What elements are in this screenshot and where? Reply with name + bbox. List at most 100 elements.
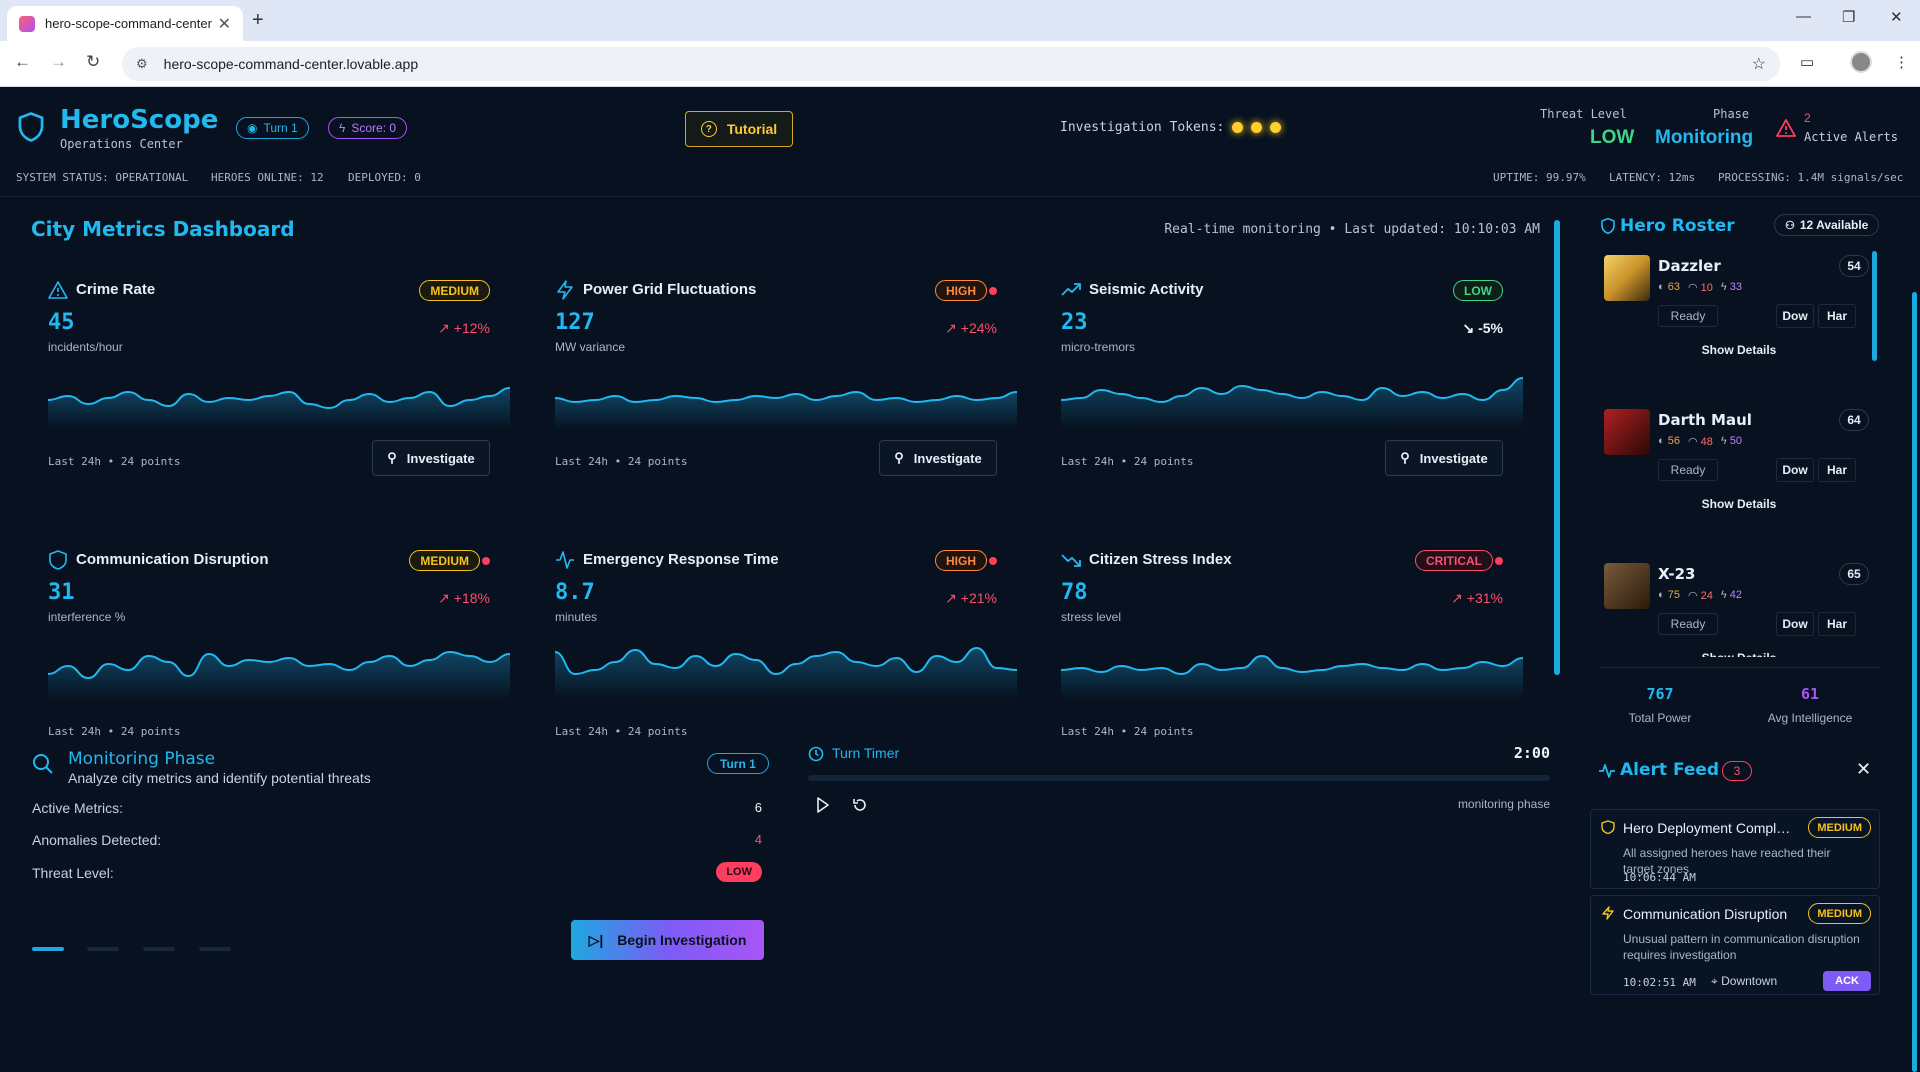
tab-title: hero-scope-command-center	[45, 16, 212, 31]
metric-value: 127	[555, 310, 595, 335]
metric-title: Citizen Stress Index	[1089, 551, 1232, 568]
metric-sparkline	[1061, 377, 1523, 430]
metric-footer: Last 24h • 24 points	[555, 725, 688, 738]
roster-scrollbar[interactable]	[1872, 251, 1877, 361]
hero-level: 64	[1839, 409, 1869, 431]
bookmark-star-icon[interactable]: ☆	[1751, 56, 1766, 73]
hero-stat-3: ϟ 50	[1721, 435, 1742, 448]
shield-logo-icon	[18, 112, 44, 142]
play-icon[interactable]	[816, 797, 830, 813]
deploy-button[interactable]: Dow	[1776, 304, 1814, 328]
close-icon[interactable]: ✕	[1856, 759, 1872, 779]
metric-value: 78	[1061, 580, 1088, 605]
hero-name: Dazzler	[1658, 257, 1721, 275]
harass-button[interactable]: Har	[1818, 612, 1856, 636]
show-details-button[interactable]: Show Details	[1701, 497, 1777, 511]
hero-roster-panel: Hero Roster ⚇ 12 Available Dazzler 54 ◐ …	[1590, 197, 1890, 725]
threat-level-row-label: Threat Level:	[32, 865, 114, 881]
omnibox[interactable]: ⚙ hero-scope-command-center.lovable.app …	[122, 47, 1780, 81]
browser-tab[interactable]: hero-scope-command-center ✕	[7, 6, 243, 41]
back-icon[interactable]: ←	[14, 52, 31, 71]
monitoring-phase-panel: Monitoring Phase Analyze city metrics an…	[0, 737, 780, 1032]
processing: PROCESSING: 1.4M signals/sec	[1718, 171, 1904, 184]
hero-stat-value: 33	[1729, 281, 1743, 293]
investigate-label: Investigate	[406, 450, 475, 466]
page-indicator[interactable]	[87, 947, 119, 951]
reload-icon[interactable]: ↻	[86, 52, 101, 71]
phase-label: Phase	[1713, 107, 1750, 121]
metric-title: Emergency Response Time	[583, 551, 779, 568]
close-window-icon[interactable]: ✕	[1890, 9, 1903, 26]
begin-investigation-button[interactable]: ▷| Begin Investigation	[571, 920, 764, 960]
hero-stat-value: 48	[1700, 436, 1713, 448]
metric-unit: minutes	[555, 610, 598, 624]
profile-avatar[interactable]	[1850, 51, 1872, 73]
menu-icon[interactable]: ⋮	[1894, 54, 1909, 71]
tutorial-button[interactable]: ? Tutorial	[685, 111, 793, 147]
turn-badge: Turn 1	[707, 753, 769, 774]
reset-icon[interactable]	[852, 797, 868, 813]
trending-up-icon: ↗	[945, 590, 957, 606]
harass-button[interactable]: Har	[1818, 458, 1856, 482]
reading-mode-icon[interactable]: ▭	[1800, 54, 1815, 71]
lightning-icon: ϟ	[1720, 281, 1727, 293]
page-scrollbar[interactable]	[1912, 292, 1917, 1072]
uptime: UPTIME: 99.97%	[1493, 171, 1586, 184]
avg-intelligence-value: 61	[1800, 685, 1820, 703]
hero-name: Darth Maul	[1658, 411, 1752, 429]
deploy-button[interactable]: Dow	[1776, 458, 1814, 482]
investigate-button[interactable]: ⚲ Investigate	[879, 440, 997, 476]
tokens-label: Investigation Tokens:	[1060, 120, 1225, 135]
metric-value: 8.7	[555, 580, 595, 605]
sparkline-area	[48, 652, 510, 700]
sparkline-area	[555, 648, 1017, 700]
investigate-button[interactable]: ⚲ Investigate	[372, 440, 490, 476]
avg-intelligence: 61 Avg Intelligence	[1740, 685, 1880, 725]
page-indicator-active[interactable]	[32, 947, 64, 951]
sparkline-area	[1061, 378, 1523, 430]
metric-value: 31	[48, 580, 75, 605]
page-indicator[interactable]	[199, 947, 231, 951]
warning-icon	[48, 281, 68, 299]
search-icon: ⚲	[894, 450, 904, 465]
scrollbar-thumb[interactable]	[1554, 220, 1560, 675]
sparkline-area	[555, 392, 1017, 430]
sparkline-line	[555, 390, 1017, 404]
trending-up-icon: ↗	[945, 320, 957, 336]
hero-level: 65	[1839, 563, 1869, 585]
alert-triangle-icon	[1776, 119, 1796, 137]
hero-card[interactable]: X-23 65 ◐ 75 ◠ 24 ϟ 42 Ready Dow Har Sho…	[1604, 563, 1874, 657]
hero-card[interactable]: Darth Maul 64 ◐ 56 ◠ 48 ϟ 50 Ready Dow H…	[1604, 409, 1874, 549]
active-metrics-label: Active Metrics:	[32, 800, 124, 816]
show-details-button[interactable]: Show Details	[1701, 343, 1777, 357]
new-tab-icon[interactable]: +	[252, 9, 264, 31]
active-metrics-value: 6	[754, 800, 762, 815]
metric-sparkline	[555, 646, 1017, 700]
harass-button[interactable]: Har	[1818, 304, 1856, 328]
minimize-icon[interactable]: —	[1796, 8, 1811, 25]
alert-item[interactable]: Hero Deployment Complete MEDIUM All assi…	[1590, 809, 1880, 889]
acknowledge-button[interactable]: ACK	[1823, 971, 1871, 991]
page-indicator[interactable]	[143, 947, 175, 951]
roster-title: Hero Roster	[1620, 216, 1735, 236]
metric-title: Communication Disruption	[76, 551, 269, 568]
deploy-button[interactable]: Dow	[1776, 612, 1814, 636]
system-status: SYSTEM STATUS: OPERATIONAL	[16, 171, 189, 184]
alert-location-text: Downtown	[1721, 974, 1778, 988]
site-info-icon[interactable]: ⚙	[136, 56, 148, 71]
forward-icon[interactable]: →	[50, 52, 67, 71]
alert-item[interactable]: Communication Disruption MEDIUM Unusual …	[1590, 895, 1880, 995]
investigate-button[interactable]: ⚲ Investigate	[1385, 440, 1503, 476]
hero-stat-1: ◐ 63	[1658, 281, 1680, 294]
hero-stat-2: ◠ 10	[1688, 281, 1713, 294]
hero-card[interactable]: Dazzler 54 ◐ 63 ◠ 10 ϟ 33 Ready Dow Har …	[1604, 255, 1874, 395]
metric-card: Seismic Activity LOW 23 micro-tremors ↘ …	[1061, 280, 1531, 535]
close-tab-icon[interactable]: ✕	[217, 15, 231, 33]
hero-stats: ◐ 75 ◠ 24 ϟ 42	[1658, 589, 1742, 602]
show-details-button[interactable]: Show Details	[1664, 651, 1814, 657]
browser-tabbar: hero-scope-command-center ✕ + — ❐ ✕	[0, 0, 1920, 41]
alerts-count: 2	[1804, 111, 1811, 125]
hero-stat-3: ϟ 33	[1721, 281, 1742, 294]
restore-icon[interactable]: ❐	[1842, 9, 1856, 26]
dashboard-scrollbar[interactable]	[1554, 220, 1560, 675]
